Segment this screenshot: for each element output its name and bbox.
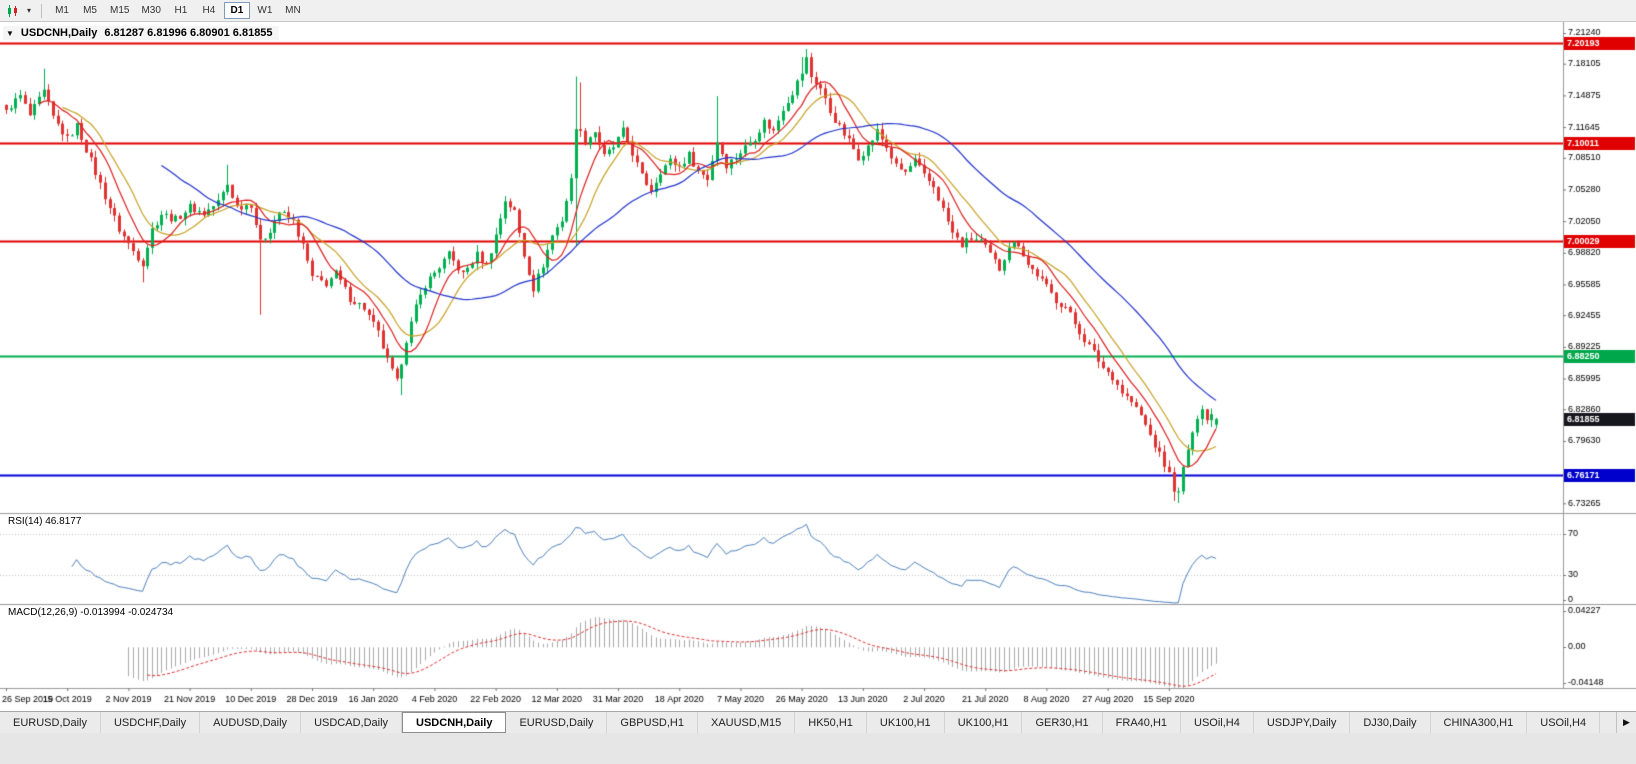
timeframe-button-m1[interactable]: M1 xyxy=(49,2,75,19)
timeframe-toolbar: ▾ M1 M5 M15 M30 H1 H4 D1 W1 MN xyxy=(0,0,1636,22)
chart-tab-usoil-h4[interactable]: USOil,H4 xyxy=(1527,712,1601,733)
chart-symbol-title: USDCNH,Daily xyxy=(20,27,98,39)
macd-indicator-label: MACD(12,26,9) -0.013994 -0.024734 xyxy=(8,607,174,618)
collapse-indicators-icon[interactable]: ▼ xyxy=(6,28,14,38)
chart-tab-eurusd-daily[interactable]: EURUSD,Daily xyxy=(0,712,101,733)
chart-tab-usdcnh-daily[interactable]: USDCNH,Daily xyxy=(402,712,507,733)
chart-tabs-list: EURUSD,Daily USDCHF,Daily AUDUSD,Daily USDC… xyxy=(0,712,1616,733)
toolbar-separator xyxy=(41,3,43,18)
chart-window: ▼ USDCNH,Daily 6.81287 6.81996 6.80901 6… xyxy=(0,22,1636,711)
chart-type-dropdown-icon[interactable]: ▾ xyxy=(27,6,32,15)
chart-tab-china300-h1[interactable]: CHINA300,H1 xyxy=(1431,712,1528,733)
timeframe-buttons-group: M1 M5 M15 M30 H1 H4 D1 W1 MN xyxy=(49,2,306,19)
timeframe-button-m5[interactable]: M5 xyxy=(77,2,103,19)
chart-title-bar: ▼ USDCNH,Daily 6.81287 6.81996 6.80901 6… xyxy=(3,26,279,40)
chart-tab-xauusd-m15[interactable]: XAUUSD,M15 xyxy=(698,712,796,733)
timeframe-button-h1[interactable]: H1 xyxy=(168,2,194,19)
timeframe-button-d1[interactable]: D1 xyxy=(223,2,250,19)
chart-tab-dj30-daily[interactable]: DJ30,Daily xyxy=(1350,712,1431,733)
timeframe-button-m30[interactable]: M30 xyxy=(136,2,165,19)
chart-tab-uk100-h1[interactable]: UK100,H1 xyxy=(867,712,945,733)
chart-ohlc-values: 6.81287 6.81996 6.80901 6.81855 xyxy=(104,27,273,39)
chart-tab-uk100-h1[interactable]: UK100,H1 xyxy=(945,712,1023,733)
chart-tab-usdjpy-daily[interactable]: USDJPY,Daily xyxy=(1254,712,1351,733)
candlestick-icon-graphic xyxy=(8,4,17,17)
chart-tab-audusd-daily[interactable]: AUDUSD,Daily xyxy=(200,712,302,733)
chart-tab-ger30-h1[interactable]: GER30,H1 xyxy=(1022,712,1103,733)
chart-tab-usoil-h4[interactable]: USOil,H4 xyxy=(1181,712,1254,733)
timeframe-button-m15[interactable]: M15 xyxy=(105,2,134,19)
timeframe-button-h4[interactable]: H4 xyxy=(196,2,222,19)
window-bottom-area xyxy=(0,733,1636,764)
rsi-indicator-label: RSI(14) 46.8177 xyxy=(8,516,82,527)
chart-tab-eurusd-daily[interactable]: EURUSD,Daily xyxy=(506,712,608,733)
chart-type-icon[interactable] xyxy=(4,4,22,18)
chart-tabs-bar: EURUSD,Daily USDCHF,Daily AUDUSD,Daily USDC… xyxy=(0,711,1636,733)
timeframe-button-w1[interactable]: W1 xyxy=(252,2,278,19)
chart-tab-hk50-h1[interactable]: HK50,H1 xyxy=(795,712,867,733)
price-chart-canvas[interactable] xyxy=(0,22,1636,711)
chart-tab-usdchf-daily[interactable]: USDCHF,Daily xyxy=(101,712,201,733)
timeframe-button-mn[interactable]: MN xyxy=(280,2,306,19)
chart-tab-gbpusd-h1[interactable]: GBPUSD,H1 xyxy=(607,712,698,733)
chart-tab-fra40-h1[interactable]: FRA40,H1 xyxy=(1103,712,1182,733)
tabs-scroll-right-icon[interactable]: ▶ xyxy=(1616,712,1636,733)
chart-tab-usdcad-daily[interactable]: USDCAD,Daily xyxy=(301,712,403,733)
